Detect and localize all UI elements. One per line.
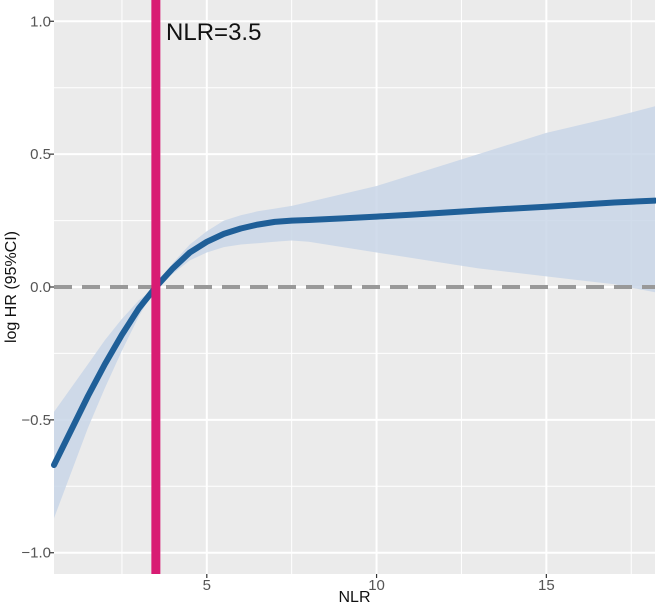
- x-tick-label: 15: [538, 577, 555, 594]
- x-tick-label: 10: [368, 577, 385, 594]
- log-hr-curve: [51, 197, 656, 468]
- y-tick-label: 0.0: [30, 279, 51, 296]
- y-tick-label: 0.5: [30, 146, 51, 163]
- y-tick-label: −0.5: [21, 412, 51, 429]
- y-axis-title: log HR (95%CI): [3, 231, 20, 343]
- y-tick-label: −1.0: [21, 545, 51, 562]
- y-axis: −1.0 −0.5 0.0 0.5 1.0: [21, 13, 54, 562]
- x-tick-label: 5: [203, 577, 211, 594]
- x-axis: 5 10 15: [203, 574, 555, 594]
- x-axis-title: NLR: [338, 589, 370, 606]
- y-tick-label: 1.0: [30, 13, 51, 30]
- cutoff-annotation: NLR=3.5: [166, 19, 261, 46]
